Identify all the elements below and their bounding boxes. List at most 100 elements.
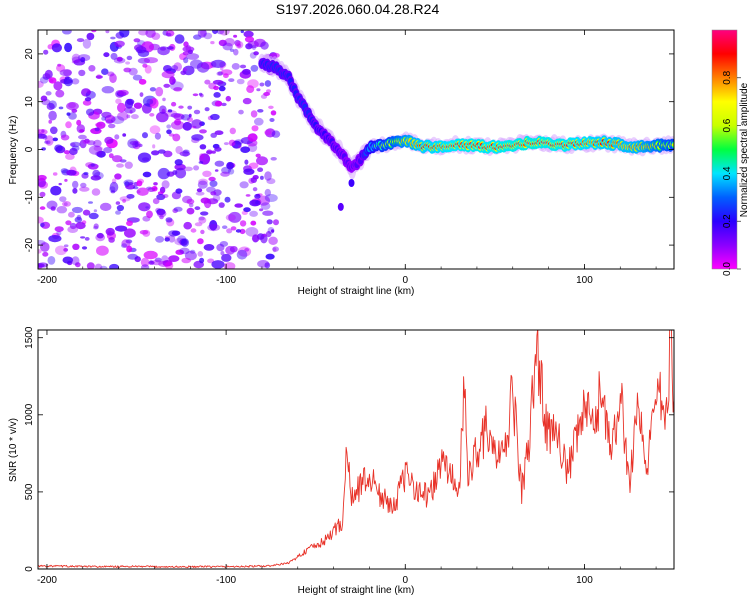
noise-speckle <box>113 57 126 64</box>
y-tick-label: 10 <box>24 96 35 108</box>
noise-speckle <box>198 216 207 224</box>
noise-speckle <box>173 206 183 212</box>
noise-speckle <box>169 76 176 85</box>
noise-speckle <box>48 119 52 124</box>
noise-speckle <box>44 140 49 144</box>
colorbar-tick-label: 0.4 <box>722 166 733 180</box>
noise-speckle <box>162 194 169 198</box>
noise-speckle <box>111 116 125 125</box>
noise-speckle <box>200 197 210 204</box>
noise-speckle <box>87 163 99 170</box>
noise-speckle <box>244 159 249 165</box>
noise-speckle <box>66 112 71 116</box>
noise-speckle <box>68 211 75 218</box>
noise-speckle <box>42 251 49 257</box>
noise-speckle <box>196 62 210 73</box>
noise-speckle <box>164 237 170 242</box>
y-tick-label: 0 <box>24 146 35 152</box>
noise-speckle <box>233 34 238 38</box>
noise-speckle <box>207 224 221 232</box>
noise-speckle <box>168 255 180 262</box>
noise-speckle <box>266 178 276 185</box>
noise-speckle <box>121 239 131 248</box>
noise-speckle <box>48 77 57 84</box>
noise-speckle <box>220 66 224 71</box>
noise-speckle <box>63 202 68 207</box>
noise-speckle <box>53 81 63 91</box>
noise-speckle <box>246 85 255 93</box>
noise-speckle <box>52 137 58 142</box>
noise-speckle <box>194 222 203 227</box>
noise-speckle <box>90 175 102 181</box>
noise-speckle <box>247 79 259 89</box>
noise-speckle <box>239 64 247 69</box>
noise-speckle <box>192 93 199 97</box>
noise-speckle <box>78 69 86 77</box>
noise-speckle <box>40 242 50 252</box>
noise-speckle <box>126 194 135 199</box>
noise-speckle <box>203 244 215 251</box>
noise-speckle <box>108 153 114 159</box>
noise-speckle <box>209 180 218 188</box>
noise-speckle <box>229 48 235 52</box>
noise-speckle <box>108 123 116 129</box>
track-outlier <box>337 202 344 211</box>
noise-speckle <box>136 180 143 187</box>
noise-speckle <box>247 133 258 142</box>
noise-speckle <box>250 110 258 118</box>
noise-speckle <box>250 177 257 184</box>
noise-speckle <box>200 229 205 235</box>
snr-series-line <box>38 330 674 569</box>
noise-speckle <box>133 102 143 109</box>
noise-speckle <box>198 216 205 221</box>
y-tick-label: -20 <box>24 237 35 252</box>
noise-speckle <box>132 74 143 81</box>
noise-speckle <box>43 49 49 55</box>
noise-speckle <box>266 219 273 225</box>
noise-speckle <box>146 210 153 219</box>
noise-speckle <box>38 128 41 132</box>
noise-speckle <box>239 220 247 227</box>
noise-speckle <box>268 236 278 245</box>
noise-speckle <box>180 114 191 121</box>
noise-speckle <box>65 121 72 129</box>
noise-speckle <box>86 32 95 41</box>
noise-speckle <box>66 169 77 176</box>
noise-speckle <box>38 133 47 139</box>
noise-speckle <box>91 30 97 33</box>
noise-speckle <box>84 237 90 241</box>
noise-speckle <box>116 204 124 212</box>
noise-speckle <box>74 216 83 223</box>
noise-speckle <box>204 79 211 85</box>
noise-speckle <box>77 54 91 62</box>
noise-speckle <box>255 153 261 158</box>
noise-speckle <box>262 210 274 216</box>
noise-speckle <box>268 105 274 110</box>
noise-speckle <box>257 167 264 172</box>
noise-speckle <box>220 250 225 256</box>
noise-speckle <box>52 172 58 176</box>
noise-speckle <box>210 191 217 196</box>
noise-speckle <box>115 210 121 215</box>
noise-speckle <box>117 89 129 96</box>
noise-speckle <box>151 150 160 156</box>
noise-speckle <box>142 171 152 178</box>
noise-speckle <box>167 109 173 113</box>
noise-speckle <box>141 264 150 269</box>
noise-speckle <box>178 105 184 109</box>
noise-speckle <box>179 247 190 255</box>
noise-speckle <box>223 262 236 269</box>
noise-speckle <box>65 153 75 160</box>
noise-speckle <box>200 211 209 216</box>
spectrogram-signal-track <box>257 53 674 211</box>
noise-speckle <box>147 187 155 192</box>
noise-speckle <box>248 162 259 169</box>
noise-speckle <box>214 100 223 107</box>
noise-speckle <box>115 201 121 205</box>
noise-speckle <box>66 102 79 111</box>
noise-speckle <box>38 80 44 88</box>
track-outlier <box>348 179 355 187</box>
noise-speckle <box>139 230 149 235</box>
spectrogram-x-axis: -200 -100 0 100 <box>37 30 657 286</box>
